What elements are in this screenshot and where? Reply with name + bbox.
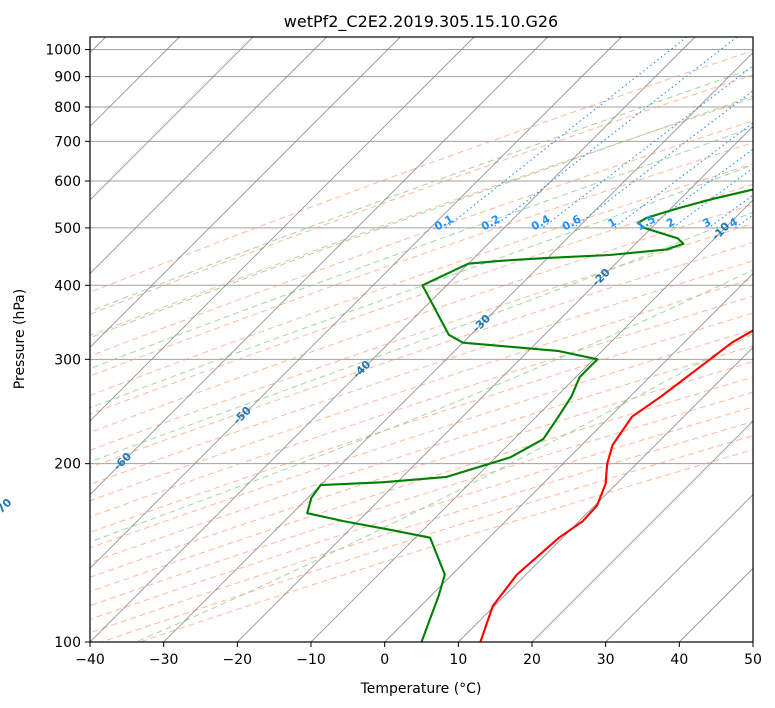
dry-adiabat-line bbox=[90, 183, 753, 415]
dry-adiabat-line bbox=[90, 50, 753, 293]
mixing-ratio-line bbox=[647, 148, 753, 229]
isotherm-line bbox=[384, 273, 753, 642]
dry-adiabat-line bbox=[90, 312, 753, 533]
isotherm-line bbox=[90, 37, 696, 642]
x-tick-label: 30 bbox=[597, 652, 615, 668]
isotherm-line bbox=[90, 37, 401, 348]
moist-adiabat-line bbox=[90, 95, 753, 339]
x-tick-label: −20 bbox=[223, 652, 253, 668]
isotherm-line bbox=[310, 199, 753, 642]
moist-adiabat-line bbox=[90, 164, 753, 409]
isotherms bbox=[90, 37, 753, 642]
isotherm-line bbox=[90, 37, 622, 569]
x-axis-title: Temperature (°C) bbox=[360, 681, 482, 697]
moist-adiabat-line bbox=[90, 211, 753, 463]
y-tick-label: 900 bbox=[54, 70, 81, 86]
dry-adiabat-line bbox=[90, 391, 753, 607]
y-axis-title: Pressure (hPa) bbox=[12, 289, 28, 389]
x-axis: −40 −30 −20 −10 0 10 20 30 40 50 bbox=[75, 642, 762, 668]
isotherm-line bbox=[90, 37, 254, 201]
chart-title: wetPf2_C2E2.2019.305.15.10.G26 bbox=[284, 12, 558, 32]
isotherm-line bbox=[90, 37, 548, 496]
y-tick-label: 300 bbox=[54, 352, 81, 368]
x-tick-label: −30 bbox=[149, 652, 179, 668]
dry-adiabat-line bbox=[90, 163, 753, 396]
y-tick-label: 400 bbox=[54, 278, 81, 294]
moist-adiabat-line bbox=[90, 67, 753, 313]
mixing-ratio-line bbox=[672, 167, 753, 229]
moist-adiabats bbox=[90, 67, 753, 642]
isotherm-line bbox=[458, 346, 753, 642]
moist-adiabat-line bbox=[135, 333, 753, 642]
plot-frame bbox=[89, 36, 754, 643]
y-tick-label: 600 bbox=[54, 174, 81, 190]
isotherm-line bbox=[237, 125, 753, 642]
plot-area bbox=[90, 37, 753, 642]
dry-adiabat-line bbox=[90, 278, 753, 502]
y-tick-label: 1000 bbox=[45, 43, 81, 59]
dry-adiabat-line bbox=[90, 329, 753, 549]
mixing-ratio-lines bbox=[445, 37, 753, 229]
isotherm-line bbox=[605, 494, 753, 642]
temperature-profile-line bbox=[479, 329, 753, 642]
x-tick-label: −40 bbox=[75, 652, 105, 668]
x-tick-label: 40 bbox=[670, 652, 688, 668]
y-tick-label: 100 bbox=[54, 635, 81, 651]
sounding-series bbox=[306, 188, 753, 642]
x-tick-label: 10 bbox=[449, 652, 467, 668]
dry-adiabat-line bbox=[90, 223, 753, 451]
plot-content bbox=[90, 37, 753, 642]
x-tick-label: 0 bbox=[380, 652, 389, 668]
y-axis: 100 200 300 400 500 600 700 800 900 1000 bbox=[45, 43, 90, 651]
isotherm-line bbox=[90, 37, 475, 422]
moist-adiabat-line bbox=[90, 126, 753, 370]
mixing-ratio-line bbox=[572, 90, 753, 229]
y-tick-label: 800 bbox=[54, 100, 81, 116]
y-tick-label: 200 bbox=[54, 457, 81, 473]
mixing-ratio-line bbox=[445, 37, 688, 229]
isotherm-line bbox=[531, 420, 753, 642]
isotherm-line bbox=[90, 37, 327, 275]
x-tick-label: 50 bbox=[744, 652, 762, 668]
x-tick-label: 20 bbox=[523, 652, 541, 668]
x-tick-label: −10 bbox=[296, 652, 326, 668]
isotherm-line bbox=[163, 52, 753, 642]
y-tick-label: 500 bbox=[54, 221, 81, 237]
mixing-ratio-line bbox=[492, 37, 738, 229]
dry-adiabat-line bbox=[90, 74, 753, 315]
dry-adiabat-line bbox=[90, 142, 753, 377]
y-tick-label: 700 bbox=[54, 134, 81, 150]
dry-adiabat-line bbox=[90, 97, 753, 337]
dewpoint-profile-line bbox=[306, 188, 753, 642]
